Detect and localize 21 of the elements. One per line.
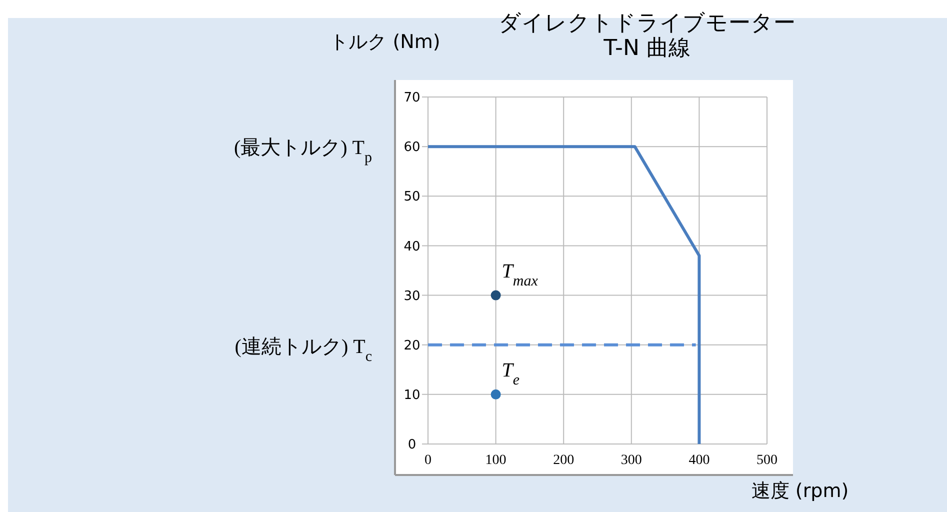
y-tick-label: 30 (404, 288, 420, 304)
y-tick-label: 20 (404, 338, 420, 354)
x-tick-label: 300 (620, 453, 642, 468)
text: (連続トルク) T$_{c}$ (234, 336, 372, 365)
x-tick-label: 500 (756, 453, 778, 468)
y-tick-label: 0 (408, 438, 416, 453)
annotation: T$_{max}$ (502, 260, 538, 290)
y-tick-label: 60 (404, 140, 420, 156)
chart-title: ダイレクトドライブモーター T-N 曲線 (498, 11, 796, 61)
x-tick-label: 100 (485, 453, 506, 468)
x-tick-label: 400 (688, 453, 710, 468)
y-tick-label: 70 (404, 90, 420, 106)
y-tick-label: 10 (404, 388, 420, 403)
text: (最大トルク) T$_{p}$ (234, 137, 372, 166)
x-tick-label: 200 (553, 453, 574, 468)
annotation: T$_{e}$ (502, 359, 520, 388)
x-axis-title: 速度 (rpm) (751, 480, 849, 502)
y-tick-label: 40 (404, 239, 420, 254)
y-axis-title: トルク (Nm) (330, 31, 440, 53)
x-tick-label: 0 (424, 453, 432, 468)
y-tick-label: 50 (404, 190, 420, 205)
